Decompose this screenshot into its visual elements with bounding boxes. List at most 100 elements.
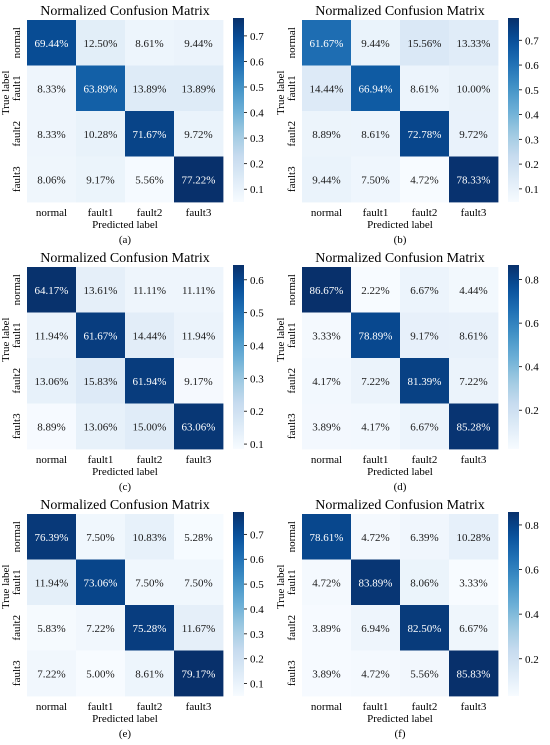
confusion-matrix-panel: Normalized Confusion Matrix 76.39% 7.50% 10… (0, 498, 264, 740)
colorbar (508, 18, 519, 202)
heatmap-cell (27, 403, 77, 450)
colorbar-tick-label: 0.6 (250, 56, 264, 68)
row-tick-label: fault2 (11, 121, 23, 147)
heatmap-cell (76, 267, 126, 313)
row-tick-label: fault1 (11, 569, 23, 595)
colorbar (233, 265, 244, 449)
x-axis-label: Predicted label (92, 466, 158, 478)
x-axis-label: Predicted label (367, 466, 433, 478)
cell-value-label: 15.56% (408, 38, 442, 50)
colorbar-tick-label: 0.6 (250, 275, 264, 287)
cell-value-label: 72.78% (408, 129, 442, 141)
x-axis-label: Predicted label (92, 219, 158, 231)
cell-value-label: 2.22% (361, 285, 389, 297)
heatmap-cell (449, 559, 499, 606)
confusion-matrix-panel: Normalized Confusion Matrix 78.61% 4.72% 6.… (275, 498, 539, 740)
heatmap-cell (400, 403, 450, 450)
cell-value-label: 7.22% (37, 668, 65, 680)
cell-value-label: 9.72% (459, 129, 487, 141)
heatmap-cell (351, 403, 401, 450)
row-tick-label: normal (286, 274, 298, 305)
heatmap-cell (174, 111, 224, 157)
cell-value-label: 7.50% (361, 174, 389, 186)
cell-value-label: 3.89% (312, 623, 340, 635)
cell-value-label: 8.61% (410, 83, 438, 95)
y-axis-label: True label (0, 565, 12, 610)
cell-value-label: 11.11% (182, 285, 215, 297)
heatmap-cell (400, 156, 450, 203)
colorbar (508, 512, 519, 696)
heatmap-cell (174, 156, 224, 203)
heatmap-cell (351, 650, 401, 697)
row-tick-label: fault1 (286, 569, 298, 595)
heatmap-cell (400, 312, 450, 359)
cell-value-label: 6.67% (459, 623, 487, 635)
x-axis-label: Predicted label (92, 713, 158, 725)
colorbar-tick-label: 0.4 (525, 110, 539, 122)
column-tick-label: fault3 (186, 454, 212, 466)
heatmap-cell (449, 111, 499, 157)
column-tick-label: fault1 (363, 454, 389, 466)
cell-value-label: 8.06% (37, 174, 65, 186)
cell-value-label: 73.06% (84, 577, 118, 589)
cell-value-label: 79.17% (182, 668, 216, 680)
row-tick-label: fault1 (11, 322, 23, 348)
heatmap-cell (174, 605, 224, 651)
y-axis-label: True label (275, 565, 287, 610)
cell-value-label: 63.06% (182, 421, 216, 433)
heatmap-cell (76, 111, 126, 157)
cell-value-label: 7.50% (135, 577, 163, 589)
cell-value-label: 6.39% (410, 532, 438, 544)
heatmap-cell (351, 156, 401, 203)
heatmap-cell (76, 156, 126, 203)
heatmap-cell (449, 650, 499, 697)
column-tick-label: fault3 (186, 207, 212, 219)
row-tick-label: fault3 (11, 660, 23, 686)
cell-value-label: 3.89% (312, 421, 340, 433)
heatmap-cell (27, 20, 77, 66)
cell-value-label: 8.61% (361, 129, 389, 141)
cell-value-label: 9.44% (184, 38, 212, 50)
row-tick-label: fault1 (11, 75, 23, 101)
heatmap-cell (351, 559, 401, 606)
confusion-matrix-panel: Normalized Confusion Matrix 61.67% 9.44% 15… (275, 4, 539, 246)
cell-value-label: 11.94% (182, 330, 216, 342)
heatmap-cell (174, 20, 224, 66)
row-tick-label: fault3 (286, 413, 298, 439)
cell-value-label: 10.83% (133, 532, 167, 544)
cell-value-label: 13.89% (182, 83, 216, 95)
heatmap-cell (400, 20, 450, 66)
column-tick-label: fault1 (88, 207, 114, 219)
panel-label: (c) (119, 481, 132, 493)
colorbar-tick-label: 0.1 (250, 439, 264, 451)
heatmap-cell (27, 514, 77, 560)
colorbar-tick-label: 0.2 (250, 654, 264, 666)
colorbar-tick-label: 0.2 (250, 406, 264, 418)
heatmap-cell (351, 514, 401, 560)
cell-value-label: 7.22% (459, 376, 487, 388)
panel-label: (f) (395, 728, 406, 740)
column-tick-label: fault1 (88, 454, 114, 466)
cell-value-label: 5.28% (184, 532, 212, 544)
heatmap-cell (27, 650, 77, 697)
cell-value-label: 78.89% (359, 330, 393, 342)
colorbar-tick-label: 0.2 (525, 159, 539, 171)
colorbar-tick-label: 0.5 (250, 308, 264, 320)
heatmap-cell (302, 20, 352, 66)
cell-value-label: 5.56% (135, 174, 163, 186)
row-tick-label: normal (11, 521, 23, 552)
heatmap-cell (351, 65, 401, 112)
cell-value-label: 14.44% (133, 330, 167, 342)
row-tick-label: fault1 (286, 75, 298, 101)
cell-value-label: 4.72% (361, 668, 389, 680)
heatmap-cell (27, 156, 77, 203)
colorbar-tick-label: 0.4 (250, 341, 264, 353)
colorbar-tick-label: 0.6 (525, 565, 539, 577)
colorbar-tick-label: 0.1 (250, 184, 264, 196)
cell-value-label: 76.39% (35, 532, 69, 544)
chart-title: Normalized Confusion Matrix (40, 498, 210, 513)
confusion-matrix-panel: Normalized Confusion Matrix 69.44% 12.50% 8… (0, 4, 264, 246)
heatmap-cell (302, 65, 352, 112)
heatmap-cell (76, 514, 126, 560)
